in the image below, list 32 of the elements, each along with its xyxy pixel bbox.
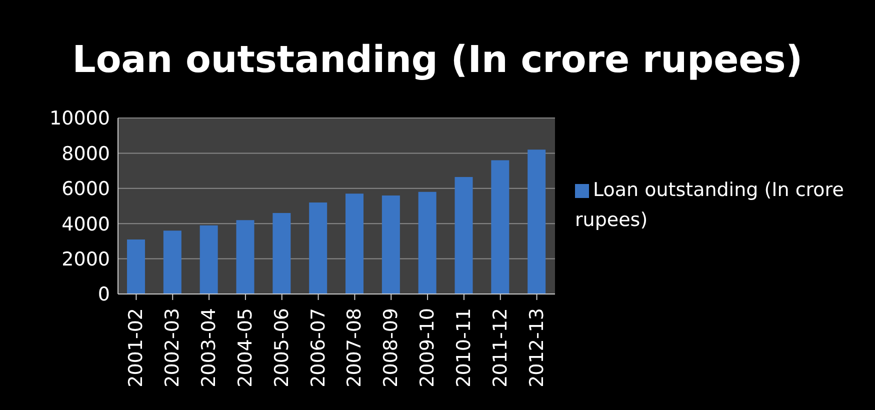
bar bbox=[200, 225, 218, 294]
x-tick-label: 2008-09 bbox=[380, 308, 402, 388]
bar bbox=[454, 176, 473, 294]
bar bbox=[382, 195, 400, 294]
bar bbox=[346, 194, 364, 294]
y-tick-label: 4000 bbox=[62, 213, 110, 236]
x-tick-label: 2004-05 bbox=[234, 308, 256, 388]
x-tick-label: 2005-06 bbox=[270, 308, 293, 388]
y-tick-label: 8000 bbox=[62, 142, 110, 165]
bar bbox=[272, 213, 291, 294]
bar bbox=[127, 239, 145, 294]
x-tick-label: 2012-13 bbox=[526, 308, 548, 388]
chart-title: Loan outstanding (In crore rupees) bbox=[71, 38, 804, 81]
x-tick-label: 2003-04 bbox=[198, 308, 220, 388]
bar bbox=[418, 192, 436, 294]
bar bbox=[309, 202, 328, 294]
x-tick-label: 2001-02 bbox=[125, 308, 148, 388]
y-tick-label: 10000 bbox=[50, 108, 110, 130]
x-tick-label: 2007-08 bbox=[344, 308, 366, 388]
x-tick-label: 2009-10 bbox=[416, 308, 439, 388]
y-tick-label: 2000 bbox=[62, 248, 110, 271]
x-tick-label: 2010-11 bbox=[452, 308, 475, 388]
bar bbox=[236, 220, 254, 294]
legend-label: Loan outstanding (In crore rupees) bbox=[575, 179, 844, 231]
x-tick-label: 2011-12 bbox=[489, 308, 512, 388]
bar bbox=[491, 160, 510, 294]
x-tick-label: 2006-07 bbox=[307, 308, 330, 388]
y-tick-label: 0 bbox=[98, 284, 110, 306]
bar bbox=[528, 150, 546, 294]
x-tick-label: 2002-03 bbox=[162, 308, 184, 388]
bar bbox=[163, 230, 182, 294]
y-tick-label: 6000 bbox=[62, 178, 110, 200]
